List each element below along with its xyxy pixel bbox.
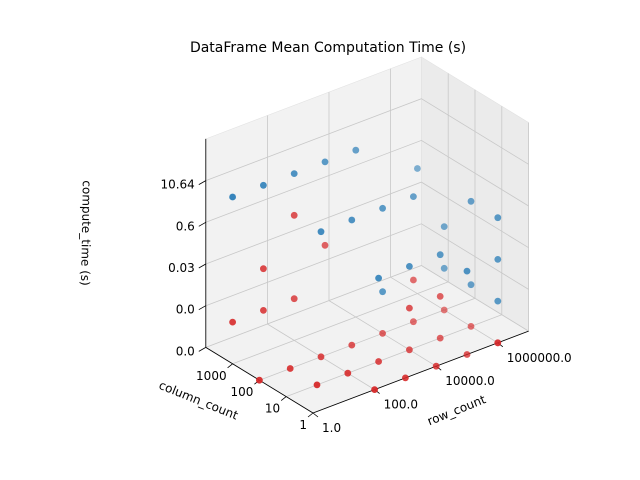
data-point-series-1 (379, 330, 386, 337)
data-point-series-0 (436, 251, 444, 259)
data-point-series-0 (379, 288, 386, 296)
data-point-series-1 (410, 276, 417, 284)
data-point-series-0 (494, 297, 502, 305)
z-tick-label: 0.0 (176, 344, 195, 358)
data-point-series-0 (290, 170, 298, 178)
data-point-series-0 (467, 197, 475, 205)
data-point-series-0 (260, 181, 267, 189)
y-tick-mark (227, 363, 233, 369)
z-tick-mark (198, 263, 206, 269)
data-point-series-1 (436, 293, 444, 300)
data-point-series-0 (375, 274, 382, 282)
z-tick-mark (198, 305, 206, 311)
data-point-series-0 (321, 158, 329, 166)
data-point-series-1 (432, 362, 440, 370)
y-tick-mark (280, 396, 287, 401)
data-point-series-1 (467, 323, 475, 330)
data-point-series-0 (440, 264, 448, 272)
z-grid-line-4 (205, 98, 529, 181)
data-point-series-1 (402, 374, 409, 382)
data-point-series-1 (348, 341, 356, 349)
data-point-series-1 (406, 304, 413, 312)
x-tick-label: 10000.0 (445, 374, 495, 388)
z-axis-label: compute_time (s) (78, 180, 94, 286)
z-tick-mark (198, 221, 206, 227)
x-tick-label: 1000000.0 (507, 351, 572, 365)
data-point-series-1 (290, 295, 298, 303)
data-point-series-1 (260, 265, 267, 273)
z-grid-line-2 (205, 181, 529, 265)
y-tick-label: 1 (299, 418, 307, 432)
data-point-series-1 (229, 318, 237, 326)
y-tick-label: 100 (230, 385, 253, 399)
data-point-series-0 (317, 228, 325, 236)
data-point-series-1 (463, 351, 471, 358)
data-point-series-1 (317, 353, 325, 361)
z-tick-label: 0.6 (176, 219, 195, 233)
data-point-series-1 (410, 318, 417, 326)
data-point-series-1 (375, 358, 382, 365)
x-tick-mark (312, 412, 319, 418)
data-point-series-0 (348, 216, 356, 224)
data-point-series-1 (286, 365, 294, 372)
z-tick-label: 0.03 (168, 261, 195, 275)
y-tick-mark (307, 412, 314, 418)
data-point-series-1 (321, 241, 329, 249)
data-point-series-1 (313, 381, 321, 389)
x-axis-line (312, 330, 529, 414)
z-grid-line-0 (205, 265, 529, 348)
y-tick-label: 10 (265, 402, 280, 416)
data-point-series-1 (260, 307, 267, 314)
tick-labels: 1.0100.010000.01000000.011010010000.00.0… (160, 178, 571, 435)
data-points (229, 146, 502, 393)
y-tick-label: 1000 (196, 369, 227, 383)
z-tick-label: 0.0 (176, 303, 195, 317)
data-point-series-0 (406, 263, 413, 270)
data-point-series-0 (494, 256, 502, 263)
data-point-series-0 (467, 281, 475, 289)
data-point-series-0 (494, 214, 502, 222)
chart-title: DataFrame Mean Computation Time (s) (190, 40, 466, 56)
data-point-series-0 (379, 204, 386, 212)
x-tick-label: 100.0 (384, 398, 418, 412)
data-point-series-0 (229, 193, 237, 201)
x-axis-label: row_count (425, 392, 488, 428)
data-point-series-0 (410, 193, 417, 201)
z-tick-mark (198, 347, 206, 352)
z-grid-line-3 (205, 139, 529, 223)
data-point-series-0 (440, 223, 448, 231)
data-point-series-1 (344, 369, 352, 377)
data-point-series-1 (436, 334, 444, 342)
z-grid-line-1 (205, 223, 529, 307)
y-axis-label: column_count (157, 378, 240, 423)
z-tick-label: 10.64 (160, 178, 194, 192)
grid-lines (205, 68, 529, 414)
x-tick-label: 1.0 (322, 421, 341, 435)
z-tick-mark (198, 180, 206, 185)
data-point-series-1 (256, 376, 263, 384)
data-point-series-1 (440, 306, 448, 314)
axis-panes (205, 56, 530, 414)
data-point-series-1 (406, 346, 413, 354)
data-point-series-1 (494, 339, 502, 347)
data-point-series-0 (414, 165, 421, 172)
data-point-series-0 (352, 146, 360, 154)
data-point-series-0 (463, 267, 471, 275)
data-point-series-1 (371, 386, 378, 393)
data-point-series-1 (290, 211, 298, 219)
